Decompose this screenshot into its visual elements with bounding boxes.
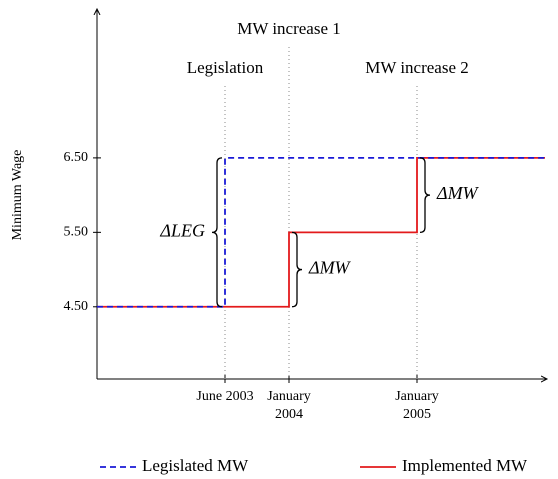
brace-label: ΔMW <box>308 258 352 278</box>
x-tick-label: January 2005 <box>395 389 439 422</box>
event-label: MW increase 2 <box>365 58 469 77</box>
y-tick-label: 5.50 <box>64 225 89 240</box>
brace <box>291 231 303 308</box>
brace-label: ΔMW <box>436 183 480 203</box>
event-label: MW increase 1 <box>237 19 341 38</box>
y-tick-label: 4.50 <box>64 299 89 314</box>
y-tick-label: 6.50 <box>64 150 89 165</box>
brace <box>211 157 223 308</box>
legend-label: Legislated MW <box>142 456 249 475</box>
x-tick-label: June 2003 <box>196 389 254 404</box>
y-axis-label: Minimum Wage <box>10 150 25 241</box>
series-line <box>97 156 545 308</box>
brace-label: ΔLEG <box>159 220 205 240</box>
event-label: Legislation <box>187 58 264 77</box>
brace <box>419 157 431 233</box>
x-tick-label: January 2004 <box>267 389 311 422</box>
legend-label: Implemented MW <box>402 456 528 475</box>
